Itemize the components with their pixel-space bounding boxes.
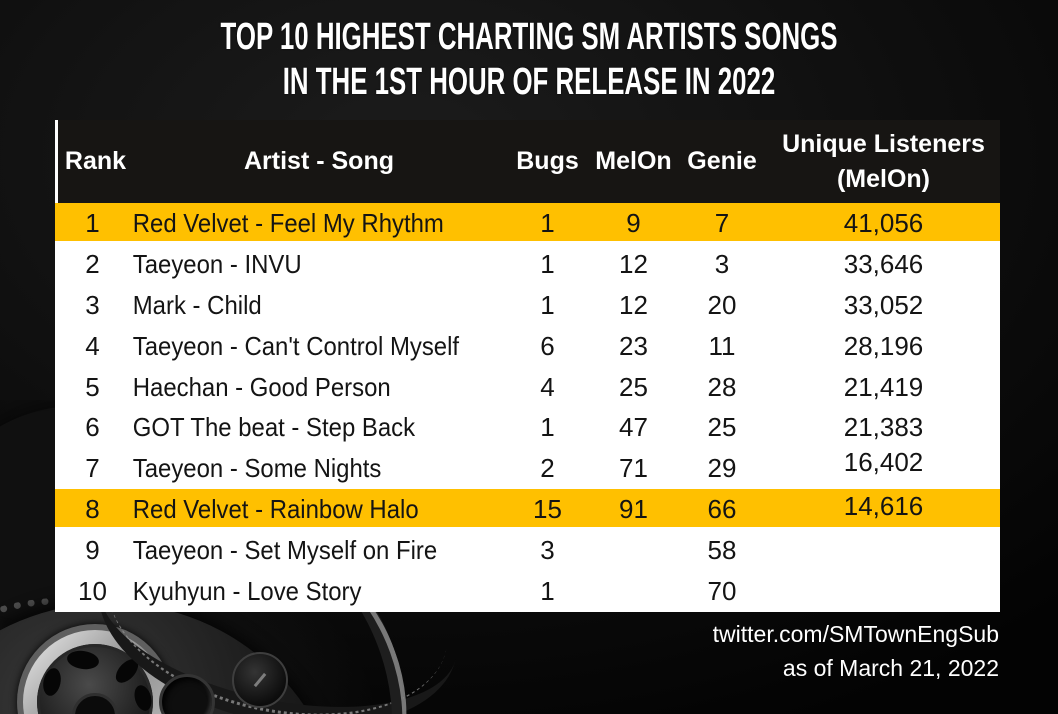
cell-artist-song: Taeyeon - Set Myself on Fire xyxy=(132,535,438,566)
credit-as-of-date: as of March 21, 2022 xyxy=(782,655,999,681)
knob-marker xyxy=(253,672,267,688)
cell-unique: 21,419 xyxy=(843,371,924,402)
logo-disc xyxy=(159,674,215,714)
cell-melon: 12 xyxy=(619,289,648,320)
cell-melon: 12 xyxy=(619,248,648,279)
table-row: 5 Haechan - Good Person 4 25 28 21,419 xyxy=(55,367,1000,408)
cell-artist-song: Taeyeon - Some Nights xyxy=(132,453,382,484)
cell-bugs: 1 xyxy=(540,575,555,606)
cell-melon: 9 xyxy=(626,207,641,238)
header-bugs: Bugs xyxy=(516,147,579,175)
cell-bugs: 2 xyxy=(540,453,555,484)
cell-genie: 66 xyxy=(707,494,737,525)
cell-genie: 28 xyxy=(707,371,737,402)
table-row: 8 Red Velvet - Rainbow Halo 15 91 66 14,616 xyxy=(55,489,1000,531)
cell-melon: 91 xyxy=(619,494,648,525)
credit-twitter-handle: twitter.com/SMTownEngSub xyxy=(712,621,999,647)
driver-hub xyxy=(72,693,118,714)
cell-bugs: 1 xyxy=(540,248,555,279)
main-title-line-1: TOP 10 HIGHEST CHARTING SM ARTISTS SONGS xyxy=(220,16,838,58)
headphone-ear-pad xyxy=(0,603,345,714)
ranking-table: Rank Artist - Song Bugs MelOn Genie Uniq… xyxy=(55,120,1000,612)
cell-artist-song: Red Velvet - Rainbow Halo xyxy=(132,494,419,525)
table-row: 3 Mark - Child 1 12 20 33,052 xyxy=(55,285,1000,326)
cell-bugs: 1 xyxy=(540,207,555,238)
cell-genie: 29 xyxy=(707,453,737,484)
cell-rank: 7 xyxy=(85,453,100,484)
main-title-line-2: IN THE 1ST HOUR OF RELEASE IN 2022 xyxy=(282,61,776,103)
cell-unique: 16,402 xyxy=(843,447,924,478)
cell-genie: 58 xyxy=(707,535,737,566)
headphone-knurled-rim xyxy=(0,598,270,714)
table-header-row: Rank Artist - Song Bugs MelOn Genie Uniq… xyxy=(58,120,1000,203)
cell-unique: 28,196 xyxy=(843,330,924,361)
cell-genie: 11 xyxy=(708,330,736,361)
cell-melon: 23 xyxy=(619,330,648,361)
cell-rank: 10 xyxy=(78,575,107,606)
cell-bugs: 4 xyxy=(540,371,555,402)
cell-melon: 25 xyxy=(619,371,648,402)
table-row: 4 Taeyeon - Can't Control Myself 6 23 11 28,1… xyxy=(55,326,1000,367)
grille-hole xyxy=(40,666,64,698)
table-row: 1 Red Velvet - Feel My Rhythm 1 9 7 41,056 xyxy=(55,203,1000,244)
headphone-ring-shadow xyxy=(17,624,173,714)
header-artist-song: Artist - Song xyxy=(244,147,394,175)
cell-unique: 33,646 xyxy=(843,248,924,279)
header-unique-line-1: Unique Listeners xyxy=(782,129,985,158)
cell-unique: 33,052 xyxy=(843,289,924,320)
headphone-silver-ring xyxy=(23,630,167,714)
table-row: 9 Taeyeon - Set Myself on Fire 3 58 xyxy=(55,530,1000,571)
cell-bugs: 1 xyxy=(540,412,555,443)
table-row: 10 Kyuhyun - Love Story 1 70 xyxy=(55,571,1000,612)
credit-text: twitter.com/SMTownEngSub as of March 21,… xyxy=(713,617,999,685)
cell-melon: 47 xyxy=(619,412,648,443)
cell-unique: 21,383 xyxy=(843,412,924,443)
cell-artist-song: Kyuhyun - Love Story xyxy=(132,575,362,606)
header-unique-listeners: Unique Listeners (MelOn) xyxy=(767,127,1000,197)
cell-bugs: 1 xyxy=(540,289,555,320)
header-genie: Genie xyxy=(687,147,757,175)
cell-artist-song: Taeyeon - Can't Control Myself xyxy=(132,330,460,361)
cell-genie: 70 xyxy=(707,575,737,606)
cell-rank: 8 xyxy=(85,494,100,525)
table-body: 1 Red Velvet - Feel My Rhythm 1 9 7 41,056 2 Ta… xyxy=(55,203,1000,612)
cell-rank: 9 xyxy=(85,535,100,566)
headphone-driver-disc xyxy=(37,644,155,714)
cell-unique: 14,616 xyxy=(843,491,924,522)
pivot-knob xyxy=(232,652,288,708)
cell-artist-song: Red Velvet - Feel My Rhythm xyxy=(132,207,444,238)
cell-genie: 20 xyxy=(707,289,737,320)
cell-bugs: 6 xyxy=(540,330,555,361)
cell-rank: 5 xyxy=(85,371,100,402)
cell-melon: 71 xyxy=(619,453,648,484)
cell-artist-song: Mark - Child xyxy=(132,289,262,320)
grille-hole xyxy=(65,648,101,672)
cell-rank: 4 xyxy=(85,330,100,361)
header-unique-line-2: (MelOn) xyxy=(836,164,931,193)
cell-rank: 2 xyxy=(85,248,100,279)
cell-artist-song: Haechan - Good Person xyxy=(132,371,391,402)
cell-rank: 6 xyxy=(85,412,100,443)
table-row: 7 Taeyeon - Some Nights 2 71 29 16,402 xyxy=(55,447,1000,489)
cell-bugs: 15 xyxy=(533,494,562,525)
header-rank: Rank xyxy=(64,147,127,175)
cell-rank: 1 xyxy=(85,207,100,238)
cell-genie: 3 xyxy=(714,248,730,279)
cell-rank: 3 xyxy=(85,289,100,320)
header-melon: MelOn xyxy=(595,147,672,175)
cell-artist-song: Taeyeon - INVU xyxy=(132,248,302,279)
cell-bugs: 3 xyxy=(540,535,555,566)
cell-unique: 41,056 xyxy=(843,207,924,238)
table-row: 2 Taeyeon - INVU 1 12 3 33,646 xyxy=(55,244,1000,285)
cell-genie: 7 xyxy=(714,207,730,238)
table-row: 6 GOT The beat - Step Back 1 47 25 21,383 xyxy=(55,407,1000,448)
cell-genie: 25 xyxy=(707,412,737,443)
grille-hole xyxy=(131,683,155,713)
grille-hole xyxy=(111,655,143,687)
cell-artist-song: GOT The beat - Step Back xyxy=(132,412,416,443)
